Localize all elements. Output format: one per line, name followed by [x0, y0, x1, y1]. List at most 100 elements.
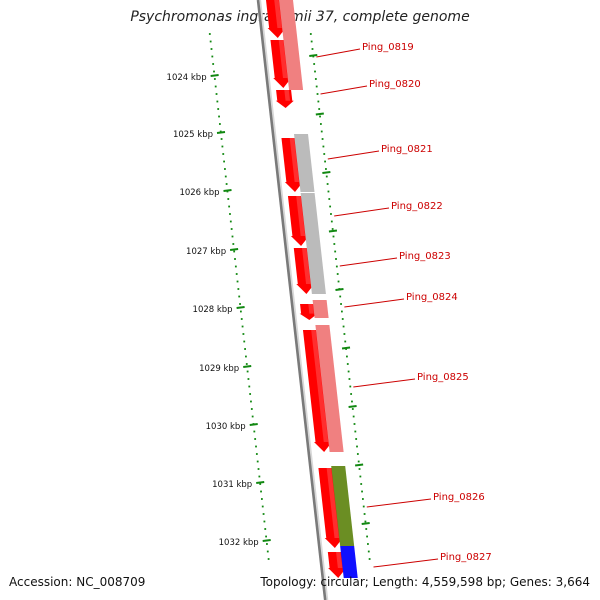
ruler-dotted-boundary	[220, 138, 223, 140]
outer-tick	[322, 171, 331, 174]
ruler-tick	[256, 481, 265, 484]
outer-dotted-boundary	[319, 123, 322, 125]
ruler-dotted-boundary	[223, 160, 225, 163]
ruler-dotted-boundary	[235, 273, 238, 275]
ruler-dotted-boundary	[249, 393, 252, 395]
ruler-dotted-boundary	[260, 498, 263, 500]
ruler-dotted-boundary	[211, 55, 214, 58]
gene-leader-line	[316, 48, 361, 58]
ruler-dotted-boundary	[231, 235, 234, 238]
outer-dotted-boundary	[335, 258, 337, 260]
gene-leader-line	[327, 150, 380, 160]
outer-dotted-boundary	[315, 85, 318, 88]
ruler-tick	[210, 74, 219, 77]
outer-dotted-boundary	[330, 213, 332, 215]
ruler-dotted-boundary	[262, 513, 265, 515]
outer-dotted-boundary	[340, 310, 343, 313]
gene-leader-line	[339, 257, 398, 267]
outer-dotted-boundary	[318, 108, 321, 110]
outer-dotted-boundary	[326, 183, 329, 185]
outer-dotted-boundary	[321, 138, 324, 140]
outer-dotted-boundary	[339, 295, 342, 298]
outer-dotted-boundary	[354, 430, 357, 433]
ruler-dotted-boundary	[236, 280, 239, 283]
outer-tick	[355, 463, 364, 467]
cds-arrow-shine	[289, 138, 300, 182]
feature-band-pink	[279, 0, 304, 90]
outer-dotted-boundary	[344, 340, 347, 343]
outer-dotted-boundary	[361, 490, 363, 493]
outer-dotted-boundary	[309, 33, 312, 35]
outer-tick	[361, 522, 370, 525]
outer-tick	[341, 346, 351, 350]
gene-label: Ping_0827	[440, 552, 492, 563]
ruler-dotted-boundary	[242, 333, 245, 335]
ruler-dotted-boundary	[237, 288, 240, 290]
outer-dotted-boundary	[341, 318, 344, 320]
ruler-dotted-boundary	[215, 93, 218, 95]
ruler-dotted-boundary	[239, 303, 241, 305]
gene-leader-line	[334, 207, 390, 217]
accession-label: Accession: NC_008709	[9, 575, 146, 589]
backbone-shadow	[258, 0, 329, 600]
outer-dotted-boundary	[363, 513, 366, 515]
outer-dotted-boundary	[343, 333, 346, 335]
cds-arrow-shine	[296, 196, 306, 236]
ruler-dotted-boundary	[218, 115, 220, 118]
feature-band-blue	[340, 546, 358, 578]
outer-dotted-boundary	[355, 438, 358, 440]
outer-dotted-boundary	[331, 228, 334, 230]
ruler-dotted-boundary	[219, 130, 222, 133]
cds-arrow	[275, 90, 294, 108]
ruler-dotted-boundary	[225, 183, 228, 185]
ruler-dotted-boundary	[230, 228, 233, 230]
outer-dotted-boundary	[361, 498, 364, 500]
outer-tick	[348, 405, 357, 408]
ruler-dotted-boundary	[255, 453, 258, 455]
outer-dotted-boundary	[327, 190, 330, 193]
outer-tick	[335, 288, 344, 291]
cds-arrow-shine	[336, 552, 343, 568]
feature-band-gray	[300, 193, 326, 294]
cds-arrow	[302, 330, 333, 452]
outer-dotted-boundary	[320, 130, 323, 133]
ruler-dotted-boundary	[247, 378, 250, 380]
ruler-tick	[249, 423, 258, 426]
outer-dotted-boundary	[335, 265, 338, 268]
outer-tick	[315, 112, 324, 116]
ruler-dotted-boundary	[244, 348, 246, 350]
ruler-dotted-boundary	[229, 213, 231, 215]
ruler-dotted-boundary	[238, 295, 241, 298]
ruler-dotted-boundary	[217, 108, 220, 110]
outer-dotted-boundary	[347, 370, 350, 373]
ruler-dotted-boundary	[239, 310, 242, 313]
ruler-label: 1032 kbp	[219, 538, 259, 548]
ruler-tick	[262, 539, 271, 542]
outer-dotted-boundary	[364, 520, 367, 523]
ruler-dotted-boundary	[224, 168, 226, 170]
outer-dotted-boundary	[367, 550, 370, 553]
ruler-dotted-boundary	[209, 40, 212, 43]
gene-label: Ping_0822	[391, 201, 443, 212]
outer-dotted-boundary	[351, 400, 353, 403]
ruler-dotted-boundary	[221, 145, 224, 148]
gene-leader-line	[320, 85, 368, 95]
gene-labels: Ping_0819 Ping_0820 Ping_0821 Ping_0822 Ping…	[316, 42, 492, 568]
cds-arrow-shine	[326, 468, 340, 538]
ruler-dotted-boundary	[248, 385, 251, 388]
feature-band-gray	[294, 134, 315, 192]
outer-dotted-boundary	[346, 355, 348, 358]
outer-dotted-boundary	[323, 153, 326, 155]
cds-arrow	[327, 552, 347, 578]
outer-dotted-boundary	[317, 100, 320, 103]
ruler-dotted-boundary	[212, 63, 215, 65]
outer-dotted-boundary	[313, 63, 316, 65]
cds-arrow-shine	[311, 330, 329, 442]
outer-dotted-boundary	[316, 93, 319, 95]
outer-dotted-boundary	[324, 160, 326, 163]
ruler-label: 1025 kbp	[173, 130, 213, 140]
outer-dotted-boundary	[349, 385, 352, 388]
ruler-label: 1027 kbp	[186, 247, 226, 257]
ruler-label: 1026 kbp	[179, 188, 219, 198]
outer-dotted-boundary	[329, 205, 332, 208]
